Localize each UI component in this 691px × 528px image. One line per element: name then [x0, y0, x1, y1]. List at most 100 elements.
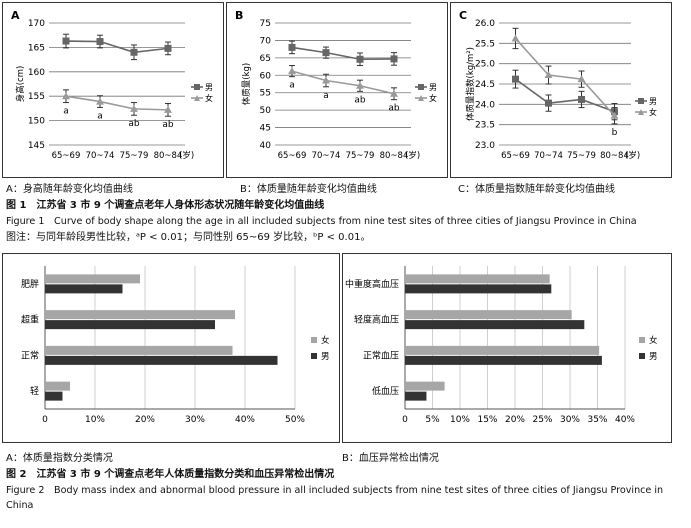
- bar-female: [405, 345, 600, 355]
- x-tick-label: 40%: [235, 415, 255, 425]
- x-tick-label: 35%: [587, 415, 607, 425]
- figure1-title-cn: 图 1 江苏省 3 市 9 个调查点老年人身体形态状况随年龄变化均值曲线: [6, 200, 325, 211]
- y-tick-label: 45: [260, 124, 271, 134]
- category-label: 低血压: [372, 385, 399, 397]
- chart-blood-pressure: 0 5% 10% 15% 20% 25% 30% 35% 40% 中重度高血压轻度高血压正常血压低…: [345, 266, 658, 425]
- x-tick-label: 20%: [505, 415, 525, 425]
- legend-male-label: 男: [649, 352, 658, 362]
- female-series-line: [65, 95, 169, 111]
- legend-female-marker: [194, 95, 200, 101]
- male-series-point: [545, 99, 552, 107]
- legend-female-label: 女: [649, 107, 657, 117]
- category-label: 轻: [30, 385, 39, 397]
- chart-height: A 身高(cm) 145 150 155 160 165 170 65~69 70~74 75~79…: [11, 9, 213, 161]
- y-tick-label: 40: [260, 141, 272, 151]
- legend-male-marker: [194, 84, 200, 90]
- significance-mark: a: [63, 107, 69, 117]
- male-series-point: [62, 37, 70, 45]
- x-tick-label: 50%: [285, 415, 305, 425]
- figure1-caption-a: A：身高随年龄变化均值曲线: [6, 184, 133, 195]
- male-series-line: [515, 78, 615, 113]
- x-tick-label: 80~84: [154, 151, 183, 161]
- category-label: 超重: [21, 314, 39, 326]
- significance-mark: a: [289, 81, 295, 91]
- bar-male: [45, 391, 63, 401]
- figure1-title-en: Figure 1 Curve of body shape along the a…: [6, 216, 637, 227]
- bar-female: [45, 345, 233, 355]
- legend-female-label: 女: [429, 93, 437, 103]
- legend-female-marker: [418, 95, 424, 101]
- significance-mark: a: [97, 111, 103, 121]
- female-series-point: [511, 34, 520, 42]
- x-tick-label: 0: [402, 415, 408, 425]
- bar-male: [45, 355, 278, 365]
- figure2-title-cn: 图 2 江苏省 3 市 9 个调查点老年人体质量指数分类和血压异常检出情况: [6, 469, 335, 480]
- y-tick-label: 75: [260, 19, 271, 29]
- chart-weight: B 体质量(kg) 40 45 50 55 60 65 70 75 65~69 70~74 75~79 8…: [235, 9, 437, 161]
- y-tick-label: 150: [28, 117, 45, 127]
- x-tick-label: 65~69: [52, 151, 81, 161]
- chart-bmi: C 体质量指数(kg/m²) 23.0 23.5 24.0 24.5 25.0 25.5 26.…: [459, 9, 657, 161]
- female-series-point: [96, 97, 104, 105]
- y-tick-label: 23.0: [475, 141, 495, 151]
- male-series-point: [356, 55, 364, 63]
- legend-female-swatch: [311, 337, 317, 343]
- x-tick-label: 80~84: [380, 151, 409, 161]
- female-series-point: [164, 105, 172, 113]
- legend-male-label: 男: [205, 83, 213, 92]
- male-series-point: [164, 44, 172, 52]
- significance-mark: ab: [162, 120, 174, 130]
- y-tick-label: 25.0: [475, 60, 495, 70]
- y-axis-label: 体质量指数(kg/m²): [465, 47, 476, 121]
- bar-male: [405, 391, 427, 401]
- y-axis-label: 体质量(kg): [241, 63, 252, 105]
- male-series-point: [288, 43, 296, 51]
- panel-letter: C: [459, 9, 467, 22]
- legend-female-label: 女: [205, 93, 213, 103]
- figure1-caption-b: B：体质量随年龄变化均值曲线: [240, 184, 377, 195]
- male-series-line: [291, 46, 395, 61]
- x-tick-label: 20%: [135, 415, 155, 425]
- x-tick-label: 30%: [560, 415, 580, 425]
- x-tick-label: 30%: [185, 415, 205, 425]
- male-series-point: [130, 48, 138, 56]
- significance-mark: ab: [128, 119, 140, 129]
- legend-male-marker: [638, 98, 644, 104]
- male-series-line: [65, 40, 169, 54]
- bar-male: [405, 320, 585, 330]
- legend-female-label: 女: [321, 335, 330, 346]
- legend-male-swatch: [311, 353, 317, 359]
- y-tick-label: 25.5: [475, 39, 495, 49]
- category-label: 中重度高血压: [345, 278, 399, 290]
- x-tick-label: 80~84: [600, 151, 629, 161]
- female-series-point: [288, 67, 296, 75]
- bar-female: [45, 274, 140, 284]
- x-tick-label: 75~79: [120, 151, 149, 161]
- y-tick-label: 155: [28, 92, 45, 102]
- x-tick-label: 75~79: [567, 151, 596, 161]
- female-series-point: [544, 71, 553, 79]
- x-unit-label: (岁): [405, 150, 420, 161]
- legend-male-label: 男: [649, 97, 657, 106]
- legend-male-marker: [418, 84, 424, 90]
- bar-female: [405, 310, 572, 320]
- panel-letter: B: [235, 9, 243, 22]
- category-label: 正常血压: [363, 349, 399, 361]
- x-tick-label: 65~69: [501, 151, 530, 161]
- female-series-point: [356, 81, 364, 89]
- figure2-panel-a: 0 10% 20% 30% 40% 50% 肥胖 超重 正常轻 女男: [2, 253, 340, 443]
- female-series-point: [577, 75, 586, 83]
- female-series-point: [62, 92, 70, 100]
- x-tick-label: 65~69: [278, 151, 307, 161]
- x-tick-label: 10%: [450, 415, 470, 425]
- legend-female-swatch: [639, 337, 645, 343]
- category-label: 肥胖: [21, 279, 39, 290]
- male-series-point: [512, 75, 519, 83]
- bar-male: [45, 284, 123, 294]
- x-tick-label: 10%: [85, 415, 105, 425]
- y-tick-label: 160: [28, 68, 45, 78]
- x-tick-label: 5%: [425, 415, 440, 425]
- bar-male: [405, 284, 552, 294]
- significance-mark: ab: [354, 95, 366, 105]
